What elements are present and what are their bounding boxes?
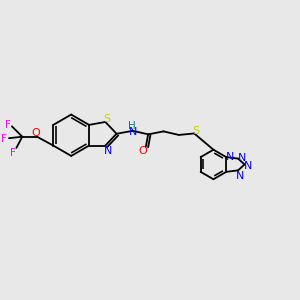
Text: N: N: [236, 171, 244, 181]
Text: S: S: [103, 113, 110, 124]
Text: O: O: [138, 146, 147, 156]
Text: O: O: [31, 128, 40, 138]
Text: N: N: [244, 161, 252, 171]
Text: F: F: [4, 120, 10, 130]
Text: H: H: [128, 122, 136, 131]
Text: N: N: [237, 153, 246, 163]
Text: N: N: [226, 152, 234, 163]
Text: S: S: [192, 126, 199, 136]
Text: N: N: [103, 146, 112, 156]
Text: F: F: [11, 148, 16, 158]
Text: N: N: [129, 127, 137, 137]
Text: F: F: [1, 134, 7, 144]
